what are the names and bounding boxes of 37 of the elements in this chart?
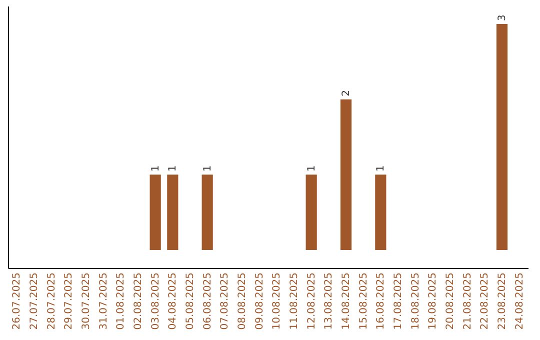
- x-tick-label: 08.08.2025: [237, 272, 248, 330]
- x-tick-label: 14.08.2025: [341, 272, 352, 330]
- x-tick-label: 19.08.2025: [428, 272, 439, 330]
- x-tick-label: 10.08.2025: [272, 272, 283, 330]
- x-tick-label: 09.08.2025: [254, 272, 266, 330]
- x-tick-label: 27.07.2025: [29, 272, 40, 330]
- x-tick-label: 26.07.2025: [12, 272, 23, 330]
- data-label: 1: [306, 165, 318, 172]
- data-label: 1: [150, 165, 162, 172]
- x-tick-label: 31.07.2025: [98, 272, 110, 330]
- x-tick-label: 05.08.2025: [185, 272, 196, 330]
- x-tick-label: 06.08.2025: [202, 272, 214, 330]
- x-tick-label: 23.08.2025: [497, 272, 508, 330]
- x-tick-label: 04.08.2025: [168, 272, 179, 330]
- data-label: 1: [168, 165, 179, 172]
- x-tick-label: 24.08.2025: [514, 272, 526, 330]
- x-tick-label: 20.08.2025: [445, 272, 456, 330]
- x-tick-label: 01.08.2025: [116, 272, 127, 330]
- x-tick-label: 12.08.2025: [306, 272, 318, 330]
- x-tick-label: 16.08.2025: [376, 272, 387, 330]
- x-tick-label: 17.08.2025: [393, 272, 404, 330]
- x-tick-label: 22.08.2025: [480, 272, 491, 330]
- x-tick-label: 30.07.2025: [81, 272, 92, 330]
- x-tick-label: 07.08.2025: [220, 272, 231, 330]
- x-tick-label: 29.07.2025: [64, 272, 75, 330]
- x-tick-label: 21.08.2025: [462, 272, 474, 330]
- x-tick-label: 15.08.2025: [358, 272, 370, 330]
- x-tick-label: 02.08.2025: [133, 272, 144, 330]
- x-tick-label: 11.08.2025: [289, 272, 300, 330]
- x-tick-label: 28.07.2025: [46, 272, 58, 330]
- data-label: 1: [202, 165, 214, 172]
- x-tick-label: 13.08.2025: [324, 272, 335, 330]
- data-label: 2: [341, 90, 352, 96]
- data-label: 3: [497, 14, 508, 21]
- data-label: 1: [376, 165, 387, 172]
- x-tick-label: 03.08.2025: [150, 272, 162, 330]
- x-tick-label: 18.08.2025: [410, 272, 422, 330]
